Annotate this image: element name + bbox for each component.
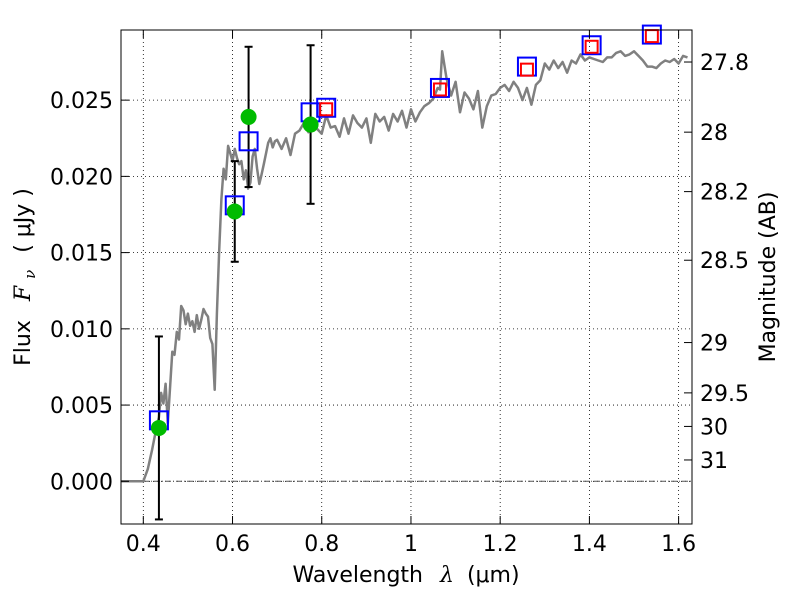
photometry-square-marker [584,39,599,54]
y-tick-label: 0.015 [50,242,113,267]
y-tick-label: 0.020 [50,165,113,190]
observed-flux-point [302,116,319,133]
y-tick-labels: 0.000 0.005 0.010 0.015 0.020 0.025 [50,89,113,495]
photometry-square-marker [519,62,534,77]
y-axis-label: Flux F ν ( μJy ) [11,188,41,366]
y2-tick-label: 29 [700,332,728,357]
y-tick-label: 0.005 [50,394,113,419]
photometry-square-marker [238,131,259,152]
y2-tick-label: 28 [700,121,728,146]
x-tick-label: 0.6 [215,532,250,557]
y-tick-label: 0.025 [50,89,113,114]
y-axis-label-symbol: F [11,285,36,302]
tick-marks [121,30,692,524]
plot-area [121,24,688,521]
model-spectrum-line [121,50,688,483]
y-tick-label: 0.010 [50,318,113,343]
y2-tick-label: 29.5 [700,382,749,407]
photometry-square-marker [429,77,450,98]
x-tick-label: 1 [404,532,418,557]
y2-tick-label: 31 [700,449,728,474]
y2-tick-label: 27.8 [700,51,749,76]
y2-tick-label: 28.5 [700,249,749,274]
plot-frame [120,29,693,525]
y-axis-label-unit: ( μJy ) [11,188,36,253]
x-tick-label: 0.4 [126,532,161,557]
y2-tick-label: 28.2 [700,181,749,206]
photometry-square-marker [432,82,447,97]
observed-flux-point [240,108,257,125]
photometry-square-marker [319,102,334,117]
y2-tick-labels: 27.8 28 28.2 28.5 29 29.5 30 31 [700,51,749,474]
observed-flux-point [226,203,243,220]
x-tick-labels: 0.4 0.6 0.8 1 1.2 1.4 1.6 [126,532,696,557]
observed-flux-point [150,419,167,436]
y2-tick-label: 30 [700,415,728,440]
x-tick-label: 1.6 [661,532,696,557]
y2-axis-label: Magnitude (AB) [756,192,781,363]
x-tick-label: 1.4 [572,532,607,557]
y-tick-label: 0.000 [50,470,113,495]
x-axis-label-text: Wavelength [292,563,423,588]
x-tick-label: 1.2 [483,532,518,557]
y-axis-label-subscript: ν [21,270,39,279]
x-axis-label: Wavelength λ (μm) [292,563,519,588]
x-tick-label: 0.8 [304,532,339,557]
photometry-square-marker [641,24,662,45]
x-axis-label-symbol: λ [439,563,454,588]
y-axis-label-text: Flux [11,320,36,366]
photometry-square-marker [581,35,602,56]
photometry-square-marker [316,97,337,118]
x-axis-label-unit: (μm) [467,563,520,588]
